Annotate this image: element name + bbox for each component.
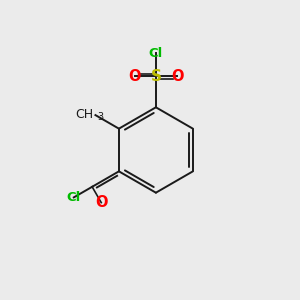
Text: Cl: Cl xyxy=(67,191,81,204)
Text: O: O xyxy=(95,195,107,210)
Text: O: O xyxy=(128,69,141,84)
Text: Cl: Cl xyxy=(149,47,163,60)
Text: CH: CH xyxy=(75,108,93,121)
Text: 3: 3 xyxy=(98,112,104,122)
Text: S: S xyxy=(150,69,161,84)
Text: O: O xyxy=(171,69,183,84)
